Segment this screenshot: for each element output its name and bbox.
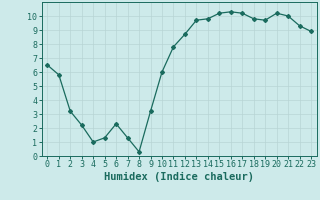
X-axis label: Humidex (Indice chaleur): Humidex (Indice chaleur): [104, 172, 254, 182]
